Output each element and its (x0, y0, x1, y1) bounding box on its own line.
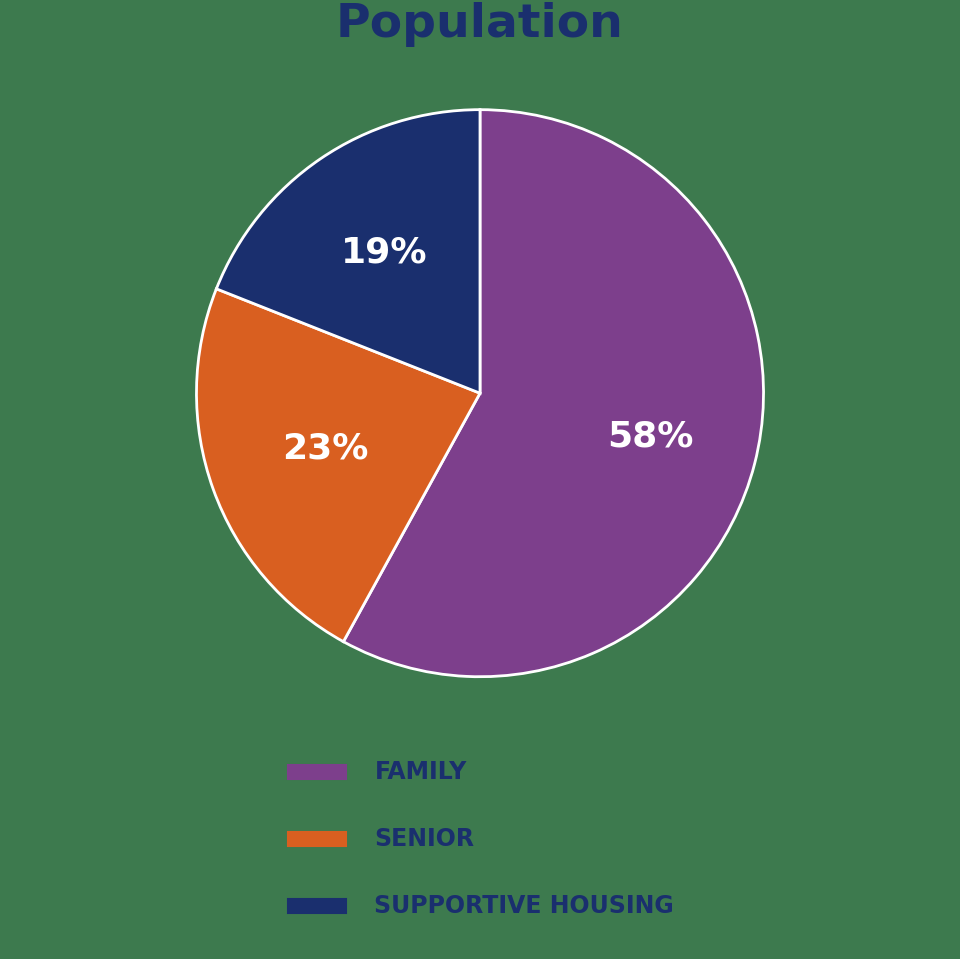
Bar (288, 900, 346, 913)
Wedge shape (344, 109, 763, 677)
Wedge shape (216, 109, 480, 393)
Bar (288, 765, 346, 779)
Text: SUPPORTIVE HOUSING: SUPPORTIVE HOUSING (374, 894, 674, 919)
Text: 58%: 58% (607, 420, 693, 454)
Text: SENIOR: SENIOR (374, 827, 474, 852)
Title: Population: Population (336, 2, 624, 47)
Bar (288, 831, 346, 847)
Text: 19%: 19% (341, 236, 427, 269)
Wedge shape (197, 289, 480, 642)
Text: FAMILY: FAMILY (374, 760, 467, 784)
Text: 23%: 23% (282, 432, 369, 466)
